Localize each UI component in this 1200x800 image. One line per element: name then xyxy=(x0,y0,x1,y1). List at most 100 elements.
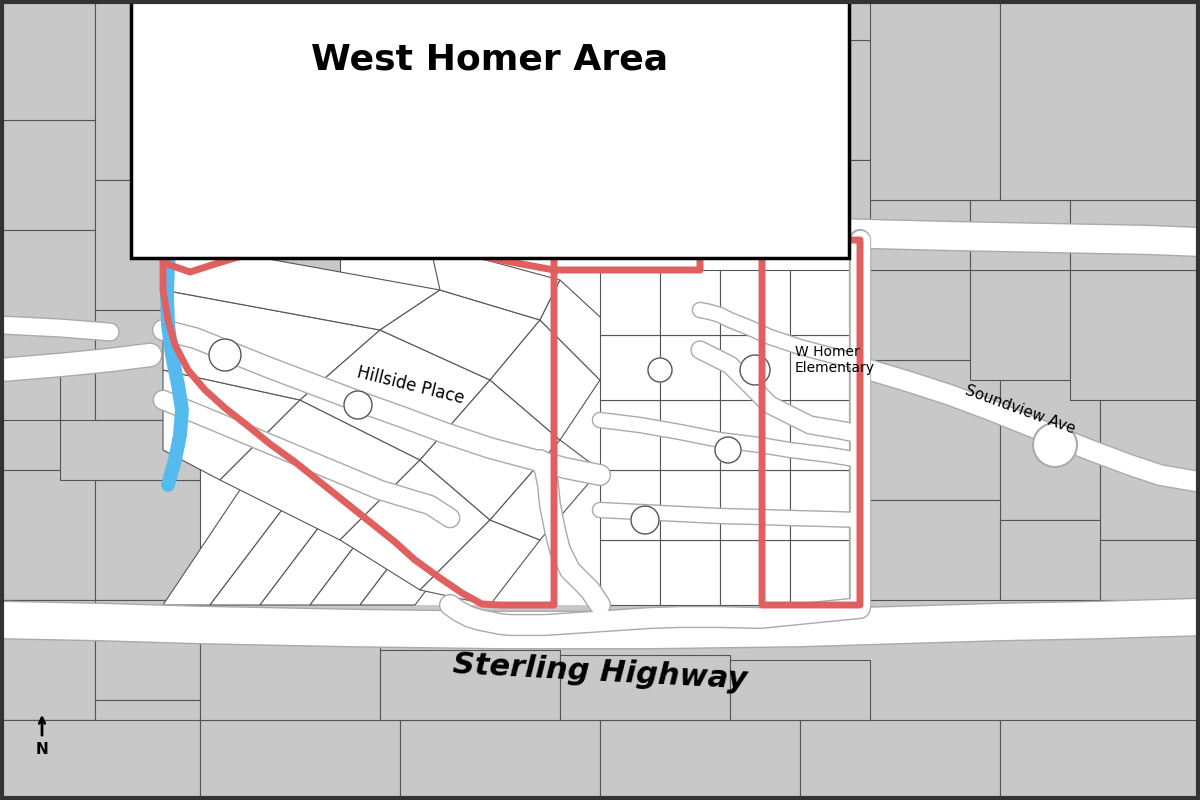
Polygon shape xyxy=(200,160,340,220)
Polygon shape xyxy=(1000,720,1200,800)
Polygon shape xyxy=(420,380,560,520)
Polygon shape xyxy=(340,460,490,590)
Polygon shape xyxy=(95,0,200,180)
Polygon shape xyxy=(0,470,95,600)
Polygon shape xyxy=(0,230,95,360)
Polygon shape xyxy=(600,720,800,800)
Polygon shape xyxy=(660,40,760,120)
Polygon shape xyxy=(720,270,790,335)
Circle shape xyxy=(209,339,241,371)
Polygon shape xyxy=(490,320,600,440)
Polygon shape xyxy=(1070,200,1200,270)
Polygon shape xyxy=(1130,40,1200,160)
Polygon shape xyxy=(940,40,1040,160)
Polygon shape xyxy=(430,245,560,320)
Polygon shape xyxy=(1000,520,1100,600)
Polygon shape xyxy=(770,130,850,200)
Polygon shape xyxy=(380,290,540,380)
Polygon shape xyxy=(870,0,1000,200)
Polygon shape xyxy=(163,400,350,605)
Polygon shape xyxy=(1000,360,1100,520)
Text: Hillside Place: Hillside Place xyxy=(355,363,466,407)
Circle shape xyxy=(648,358,672,382)
Polygon shape xyxy=(163,240,440,330)
Polygon shape xyxy=(380,650,560,720)
Polygon shape xyxy=(480,120,560,190)
Polygon shape xyxy=(200,280,340,340)
Polygon shape xyxy=(600,270,660,335)
Polygon shape xyxy=(940,160,1040,230)
Polygon shape xyxy=(940,0,1040,40)
Polygon shape xyxy=(600,470,660,540)
Polygon shape xyxy=(660,540,720,605)
Polygon shape xyxy=(95,480,200,600)
Polygon shape xyxy=(790,270,860,335)
Polygon shape xyxy=(560,120,660,190)
Polygon shape xyxy=(0,720,200,800)
Polygon shape xyxy=(560,40,660,120)
Text: Soundview Ave: Soundview Ave xyxy=(962,383,1078,437)
Polygon shape xyxy=(660,400,720,470)
Polygon shape xyxy=(360,420,540,605)
Polygon shape xyxy=(1040,160,1130,230)
Polygon shape xyxy=(0,600,95,720)
Polygon shape xyxy=(0,360,95,470)
Polygon shape xyxy=(790,540,860,605)
Polygon shape xyxy=(600,335,660,400)
Circle shape xyxy=(344,391,372,419)
Polygon shape xyxy=(400,720,600,800)
Polygon shape xyxy=(790,470,860,540)
Polygon shape xyxy=(260,420,450,605)
Polygon shape xyxy=(600,540,660,605)
Polygon shape xyxy=(0,720,95,800)
Polygon shape xyxy=(660,270,720,335)
Polygon shape xyxy=(0,360,60,420)
Polygon shape xyxy=(220,400,420,540)
Polygon shape xyxy=(490,440,600,540)
Polygon shape xyxy=(660,120,760,190)
Polygon shape xyxy=(1040,0,1200,40)
Circle shape xyxy=(1033,423,1078,467)
Polygon shape xyxy=(720,540,790,605)
Polygon shape xyxy=(95,700,200,800)
Polygon shape xyxy=(850,40,940,160)
Polygon shape xyxy=(0,0,95,120)
Polygon shape xyxy=(770,0,940,40)
Polygon shape xyxy=(870,270,970,360)
Text: West Hill Road: West Hill Road xyxy=(534,142,646,167)
Polygon shape xyxy=(1100,540,1200,600)
Polygon shape xyxy=(330,100,430,180)
Polygon shape xyxy=(870,500,1000,600)
Polygon shape xyxy=(200,630,380,720)
Polygon shape xyxy=(95,600,200,700)
Polygon shape xyxy=(95,310,194,420)
Polygon shape xyxy=(163,290,380,400)
Polygon shape xyxy=(720,335,790,400)
Polygon shape xyxy=(95,180,194,310)
Polygon shape xyxy=(420,520,540,605)
Polygon shape xyxy=(480,40,560,120)
Polygon shape xyxy=(200,220,340,280)
Text: West Homer Area: West Homer Area xyxy=(312,43,668,77)
Polygon shape xyxy=(970,270,1070,380)
Polygon shape xyxy=(720,470,790,540)
Polygon shape xyxy=(850,160,940,220)
Polygon shape xyxy=(163,370,300,480)
Polygon shape xyxy=(1100,360,1200,540)
Text: Sterling Highway: Sterling Highway xyxy=(452,650,748,694)
Polygon shape xyxy=(200,150,330,230)
Polygon shape xyxy=(380,40,480,120)
Polygon shape xyxy=(790,400,860,470)
Polygon shape xyxy=(430,0,550,80)
Circle shape xyxy=(631,506,659,534)
Polygon shape xyxy=(730,660,870,720)
Polygon shape xyxy=(660,335,720,400)
Polygon shape xyxy=(330,0,430,100)
Polygon shape xyxy=(970,200,1070,270)
Polygon shape xyxy=(790,335,860,400)
Polygon shape xyxy=(800,720,1000,800)
Polygon shape xyxy=(1070,270,1200,400)
Polygon shape xyxy=(770,40,850,130)
Polygon shape xyxy=(200,0,330,150)
Polygon shape xyxy=(1000,0,1200,200)
